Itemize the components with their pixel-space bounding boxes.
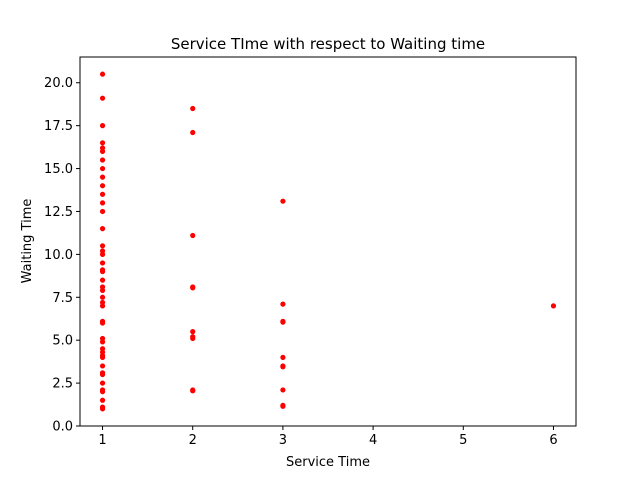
- data-point: [99, 95, 106, 101]
- y-tick-label: 2.5: [52, 377, 73, 392]
- data-point: [99, 208, 106, 215]
- x-axis-label: Service Time: [286, 455, 370, 470]
- y-tick-label: 0.0: [52, 420, 73, 435]
- y-tick-label: 5.0: [52, 334, 73, 349]
- data-point: [99, 320, 106, 326]
- data-point: [280, 198, 286, 204]
- data-point: [99, 354, 106, 360]
- data-point: [99, 243, 106, 249]
- data-point: [190, 129, 196, 136]
- data-point: [99, 148, 106, 154]
- data-point: [99, 123, 106, 129]
- data-point: [99, 174, 106, 180]
- data-point: [99, 268, 106, 275]
- data-point: [99, 157, 106, 163]
- data-point: [99, 251, 106, 257]
- data-point: [99, 287, 106, 294]
- x-tick-label: 1: [98, 433, 106, 448]
- data-point: [190, 335, 196, 342]
- data-point: [280, 387, 286, 393]
- data-point: [99, 71, 106, 77]
- data-point: [99, 406, 106, 412]
- x-tick-label: 5: [459, 433, 467, 448]
- data-point: [280, 319, 286, 325]
- data-point: [280, 354, 286, 360]
- data-point: [280, 364, 286, 370]
- data-point: [99, 380, 106, 386]
- data-point: [99, 397, 106, 403]
- data-point: [190, 105, 196, 112]
- data-point: [99, 277, 106, 283]
- y-tick-label: 17.5: [44, 119, 73, 134]
- y-tick-label: 12.5: [44, 205, 73, 220]
- data-point: [99, 363, 106, 369]
- data-point: [99, 389, 106, 395]
- data-point: [99, 339, 106, 345]
- y-axis-ticks: 0.0 2.5 5.0 7.5 10.0 12.5 15.0 17.5 20.0: [44, 76, 80, 435]
- data-point: [99, 294, 106, 300]
- data-point: [99, 165, 106, 172]
- data-point: [280, 301, 286, 307]
- y-tick-label: 10.0: [44, 248, 73, 263]
- data-point: [190, 232, 196, 239]
- data-point: [99, 191, 106, 197]
- y-tick-label: 7.5: [52, 291, 73, 306]
- x-axis-ticks: 1 2 3 4 5 6: [98, 426, 558, 448]
- data-point: [280, 403, 286, 409]
- data-point: [190, 285, 196, 291]
- y-tick-label: 15.0: [44, 162, 73, 177]
- data-point: [99, 183, 106, 189]
- chart-title: Service TIme with respect to Waiting tim…: [171, 35, 485, 53]
- data-point: [190, 329, 196, 335]
- data-point: [99, 140, 106, 146]
- data-point: [99, 371, 106, 378]
- data-point: [99, 226, 106, 232]
- plot-frame: [79, 56, 577, 427]
- y-tick-label: 20.0: [44, 76, 73, 91]
- x-tick-label: 4: [369, 433, 377, 448]
- x-tick-label: 6: [549, 433, 557, 448]
- data-points: [99, 71, 557, 412]
- x-tick-label: 2: [189, 433, 197, 448]
- data-point: [99, 260, 106, 266]
- data-point: [99, 200, 106, 206]
- x-tick-label: 3: [279, 433, 287, 448]
- data-point: [190, 388, 196, 394]
- data-point: [99, 303, 106, 309]
- data-point: [550, 303, 557, 309]
- y-axis-label: Waiting Time: [20, 199, 35, 284]
